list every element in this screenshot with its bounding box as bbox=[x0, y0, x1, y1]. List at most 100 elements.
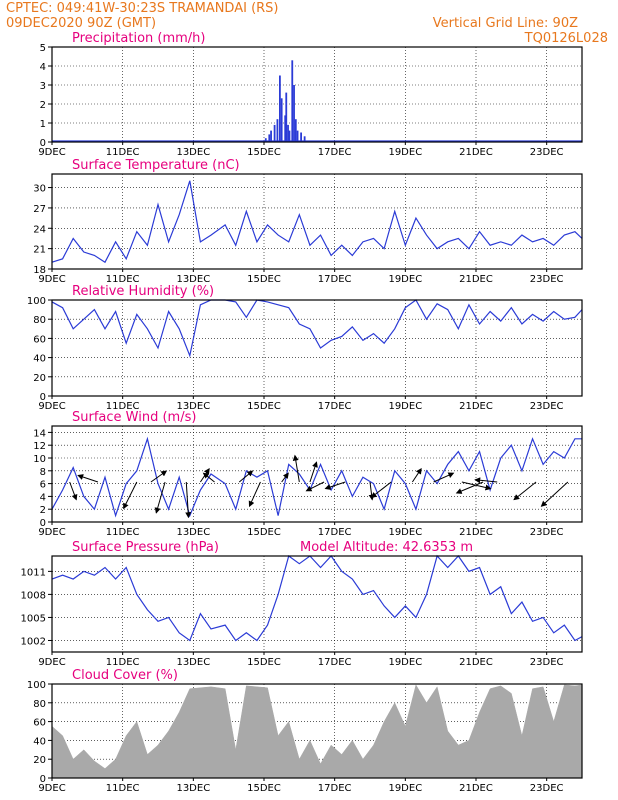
wind-vector bbox=[324, 481, 346, 490]
wind-vector bbox=[248, 481, 261, 508]
precip-bar bbox=[303, 136, 306, 142]
wind-vector bbox=[154, 481, 166, 514]
xtick-label: 21DEC bbox=[459, 783, 493, 794]
ytick-label: 27 bbox=[33, 204, 46, 215]
wind-vector bbox=[309, 461, 318, 483]
xtick-label: 19DEC bbox=[388, 527, 422, 538]
series-line-press bbox=[51, 554, 583, 642]
panel-frame bbox=[51, 555, 583, 653]
panel-title-precip: Precipitation (mm/h) bbox=[72, 31, 205, 46]
precip-bar bbox=[279, 75, 281, 142]
xtick-label: 11DEC bbox=[106, 274, 140, 285]
xtick-label: 13DEC bbox=[176, 657, 210, 668]
xtick-label: 15DEC bbox=[247, 147, 281, 158]
header-location: CPTEC: 049:41W-30:23S TRAMANDAI (RS) bbox=[6, 1, 279, 16]
wind-vector bbox=[513, 481, 537, 501]
xtick-label: 11DEC bbox=[106, 147, 140, 158]
panel-frame bbox=[51, 299, 583, 397]
xtick-label: 19DEC bbox=[388, 147, 422, 158]
wind-vector bbox=[199, 467, 210, 483]
xtick-label: 21DEC bbox=[459, 527, 493, 538]
panel-rh: Relative Humidity (%) 0 20 40 60 80 100 9DEC 11D… bbox=[27, 284, 583, 412]
xtick-label: 23DEC bbox=[530, 401, 564, 412]
xtick-label: 11DEC bbox=[106, 401, 140, 412]
precip-bar bbox=[293, 85, 295, 142]
ytick-label: 80 bbox=[33, 315, 46, 326]
ytick-label: 24 bbox=[33, 224, 46, 235]
xtick-label: 23DEC bbox=[530, 274, 564, 285]
precip-bar bbox=[276, 119, 279, 142]
ytick-label: 1008 bbox=[21, 590, 46, 601]
wind-vector bbox=[77, 474, 99, 483]
ytick-label: 2 bbox=[40, 100, 46, 111]
wind-vector bbox=[292, 454, 300, 483]
xtick-label: 21DEC bbox=[459, 147, 493, 158]
xtick-label: 11DEC bbox=[106, 657, 140, 668]
precip-bar bbox=[273, 124, 276, 142]
wind-vector bbox=[474, 477, 498, 484]
xtick-label: 19DEC bbox=[388, 274, 422, 285]
wind-vector bbox=[238, 470, 254, 483]
ytick-label: 0 bbox=[40, 774, 46, 785]
xtick-label: 17DEC bbox=[318, 401, 352, 412]
ytick-label: 0 bbox=[40, 392, 46, 403]
xtick-label: 15DEC bbox=[247, 401, 281, 412]
xtick-label: 23DEC bbox=[530, 783, 564, 794]
ytick-label: 40 bbox=[33, 736, 46, 747]
xtick-label: 13DEC bbox=[176, 401, 210, 412]
precip-bar bbox=[294, 119, 297, 142]
ytick-label: 1005 bbox=[21, 613, 46, 624]
precip-bar bbox=[291, 60, 294, 142]
header-grid-note: Vertical Grid Line: 90Z bbox=[433, 16, 578, 31]
cloud-area bbox=[51, 684, 583, 779]
xtick-label: 15DEC bbox=[247, 274, 281, 285]
header-model-code: TQ0126L028 bbox=[524, 31, 608, 46]
xtick-label: 11DEC bbox=[106, 783, 140, 794]
ytick-label: 14 bbox=[33, 428, 46, 439]
panel-annotation-press: Model Altitude: 42.6353 m bbox=[300, 540, 473, 555]
ytick-label: 40 bbox=[33, 354, 46, 365]
panel-frame bbox=[51, 425, 583, 523]
panel-frame bbox=[51, 683, 583, 779]
xtick-label: 21DEC bbox=[459, 274, 493, 285]
precip-bar bbox=[300, 132, 302, 142]
wind-vector bbox=[69, 481, 78, 501]
xtick-label: 9DEC bbox=[38, 783, 65, 794]
panel-frame bbox=[51, 173, 583, 270]
panel-title-rh: Relative Humidity (%) bbox=[72, 284, 214, 299]
xtick-label: 19DEC bbox=[388, 401, 422, 412]
xtick-label: 23DEC bbox=[530, 527, 564, 538]
ytick-label: 1002 bbox=[21, 636, 46, 647]
xtick-label: 15DEC bbox=[247, 783, 281, 794]
panel-title-wind: Surface Wind (m/s) bbox=[72, 410, 196, 425]
xtick-label: 13DEC bbox=[176, 783, 210, 794]
ytick-label: 8 bbox=[40, 467, 46, 478]
wind-vector bbox=[150, 470, 168, 483]
header-date: 09DEC2020 90Z (GMT) bbox=[6, 16, 156, 31]
ytick-label: 18 bbox=[33, 265, 46, 276]
xtick-label: 17DEC bbox=[318, 147, 352, 158]
wind-vector bbox=[455, 481, 484, 494]
precip-bar bbox=[270, 130, 272, 142]
precip-bar bbox=[285, 92, 288, 142]
panel-title-press: Surface Pressure (hPa) bbox=[72, 540, 219, 555]
wind-vector bbox=[540, 481, 569, 507]
xtick-label: 17DEC bbox=[318, 657, 352, 668]
ytick-label: 3 bbox=[40, 81, 46, 92]
precip-bar bbox=[296, 130, 299, 142]
wind-vector bbox=[281, 472, 289, 483]
xtick-label: 11DEC bbox=[106, 527, 140, 538]
panel-cloud: Cloud Cover (%) 0 20 40 60 80 100 9DEC 11DEC 13DE… bbox=[27, 668, 583, 794]
precip-bar bbox=[280, 98, 283, 142]
xtick-label: 13DEC bbox=[176, 527, 210, 538]
ytick-label: 6 bbox=[40, 480, 46, 491]
ytick-label: 100 bbox=[27, 680, 46, 691]
ytick-label: 1 bbox=[40, 119, 46, 130]
xtick-label: 9DEC bbox=[38, 657, 65, 668]
wind-vector bbox=[433, 472, 455, 483]
xtick-label: 17DEC bbox=[318, 527, 352, 538]
xtick-label: 19DEC bbox=[388, 657, 422, 668]
ytick-label: 12 bbox=[33, 441, 46, 452]
panel-temp: Surface Temperature (nC) 18 21 24 27 30 9DEC 11… bbox=[33, 158, 583, 285]
